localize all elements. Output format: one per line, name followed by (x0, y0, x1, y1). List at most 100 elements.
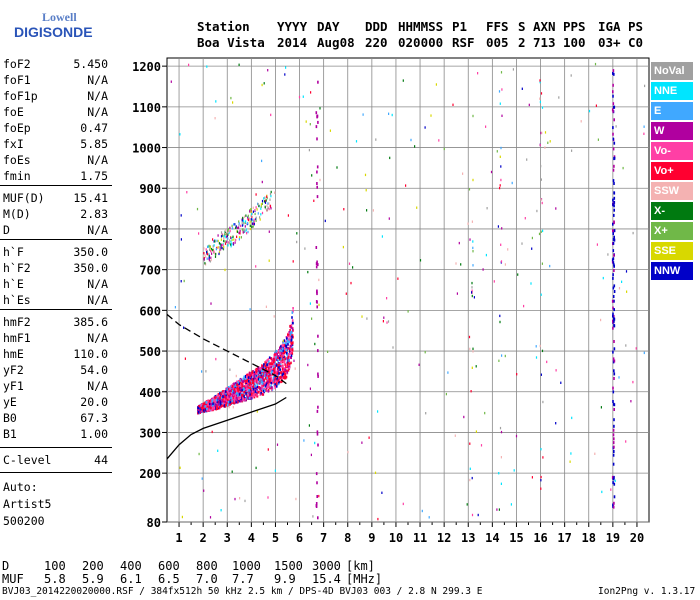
echo-point (288, 362, 291, 366)
muf-distance-value: 1000 (232, 559, 261, 573)
echo-point (291, 352, 294, 355)
echo-point (227, 390, 229, 393)
echo-point (223, 237, 225, 240)
echo-point (224, 242, 227, 245)
echo-point (235, 392, 237, 395)
param-row: B0 67.3 (0, 410, 112, 426)
echo-point (279, 352, 281, 355)
echo-point (259, 386, 262, 390)
echo-point (250, 380, 253, 384)
echo-point (266, 359, 269, 362)
param-value: N/A (87, 223, 108, 237)
noise-point (386, 297, 388, 300)
echo-point (292, 335, 294, 339)
noise-point (296, 232, 298, 235)
echo-point (276, 353, 278, 356)
echo-point (270, 360, 273, 364)
noise-point (569, 460, 571, 463)
noise-point (228, 405, 230, 409)
echo-point (277, 366, 280, 369)
interference-point (613, 372, 616, 376)
header-value: 713 (533, 35, 556, 50)
noise-point (261, 83, 263, 87)
param-row: foEp 0.47 (0, 120, 112, 136)
echo-point (238, 238, 240, 241)
noise-point (544, 146, 546, 149)
echo-point (265, 366, 268, 369)
interference-point (499, 155, 501, 158)
noise-point (307, 363, 309, 367)
echo-point (240, 382, 243, 386)
interference-point (316, 195, 319, 199)
interference-point (613, 253, 615, 257)
echo-point (274, 382, 277, 386)
param-name: MUF(D) (3, 191, 45, 205)
echo-point (229, 385, 232, 388)
echo-point (219, 399, 221, 402)
echo-point (281, 350, 283, 353)
noise-point (304, 247, 306, 250)
noise-point (206, 65, 208, 68)
echo-point (248, 379, 250, 383)
echo-point (281, 358, 284, 361)
echo-point (284, 357, 286, 361)
header-value: Boa Vista (197, 35, 265, 50)
noise-point (287, 214, 289, 217)
param-row: yE 20.0 (0, 394, 112, 410)
noise-point (244, 499, 246, 503)
noise-point (546, 360, 548, 364)
header-label: IGA (598, 19, 621, 34)
noise-point (523, 304, 525, 308)
interference-point (316, 495, 318, 498)
echo-point (230, 396, 232, 400)
echo-point (199, 410, 201, 414)
echo-point (263, 374, 265, 377)
param-value: 15.41 (73, 191, 108, 205)
echo-point (229, 387, 231, 390)
interference-point (501, 114, 503, 117)
echo-point (280, 345, 282, 348)
noise-point (198, 452, 200, 456)
interference-point (540, 164, 542, 168)
echo-point (264, 364, 267, 367)
echo-point (266, 208, 268, 211)
echo-point (218, 396, 220, 399)
interference-point (317, 263, 319, 267)
echo-point (206, 408, 208, 412)
interference-point (539, 143, 541, 147)
echo-point (205, 401, 208, 404)
noise-point (428, 516, 430, 519)
echo-point (229, 229, 231, 233)
echo-point (269, 368, 272, 372)
noise-point (621, 280, 623, 283)
interference-point (612, 241, 615, 245)
echo-point (233, 391, 236, 394)
echo-point (239, 379, 242, 382)
echo-point (250, 392, 253, 396)
noise-point (324, 219, 326, 223)
param-value: N/A (87, 293, 108, 307)
echo-point (232, 383, 234, 386)
interference-point (613, 118, 615, 122)
echo-point (283, 356, 286, 359)
noise-point (570, 452, 572, 455)
interference-point (317, 349, 319, 353)
echo-point (279, 368, 281, 371)
noise-point (607, 253, 609, 256)
noise-point (632, 231, 634, 235)
noise-point (362, 113, 364, 116)
echo-point (283, 360, 285, 363)
echo-point (231, 397, 234, 400)
autoscale-note: 500200 (3, 514, 45, 528)
echo-point (226, 398, 229, 402)
echo-point (226, 403, 229, 407)
echo-point (245, 377, 247, 380)
echo-point (265, 199, 267, 202)
echo-point (215, 247, 217, 251)
noise-point (345, 292, 347, 295)
echo-point (250, 214, 252, 217)
noise-point (377, 410, 379, 413)
noise-point (484, 411, 486, 415)
interference-point (498, 90, 501, 93)
echo-point (259, 378, 262, 381)
